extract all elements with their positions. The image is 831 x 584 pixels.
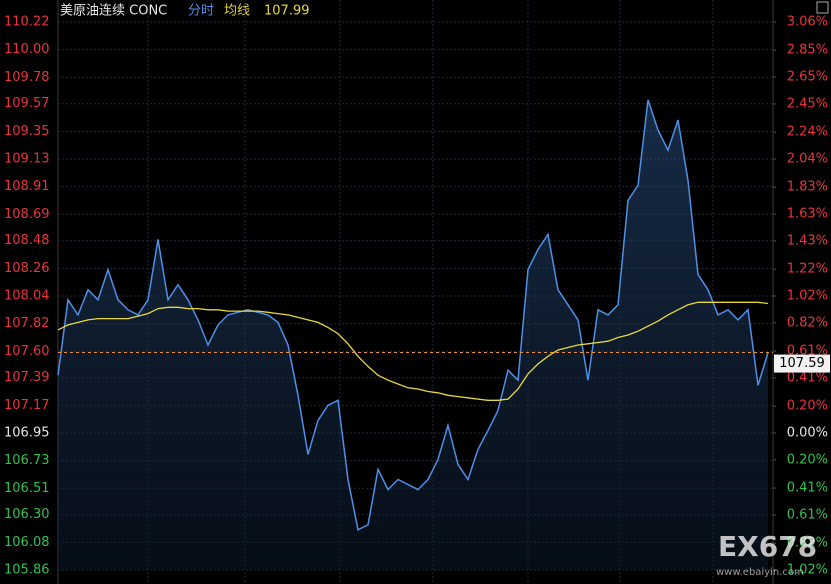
last-price-label: 107.59: [779, 356, 825, 371]
y2-tick-label: 0.61%: [787, 507, 828, 522]
y2-tick-label: 2.04%: [787, 152, 828, 167]
y2-tick-label: 1.02%: [787, 289, 828, 304]
y-tick-label: 107.39: [4, 370, 50, 385]
y-tick-label: 108.48: [4, 233, 50, 248]
y2-tick-label: 0.41%: [787, 370, 828, 385]
y-tick-label: 106.08: [4, 535, 50, 550]
price-line: [57, 99, 769, 531]
y2-tick-label: 0.20%: [787, 452, 828, 467]
y-tick-label: 109.35: [4, 124, 50, 139]
y-tick-label: 110.00: [4, 42, 50, 57]
y-tick-label: 106.51: [4, 481, 50, 496]
y2-tick-label: 0.41%: [787, 481, 828, 496]
y2-tick-label: 3.06%: [787, 15, 828, 30]
y2-tick-label: 2.85%: [787, 43, 828, 58]
y-tick-label: 108.69: [4, 207, 50, 222]
y2-tick-label: 2.24%: [787, 125, 828, 140]
y-tick-label: 108.91: [4, 179, 50, 194]
y-tick-label: 109.78: [4, 70, 50, 85]
chart-title: 美原油连续 CONC: [60, 3, 167, 19]
watermark: EX678: [718, 530, 817, 563]
legend-value: 107.99: [264, 4, 310, 19]
y2-tick-label: 1.02%: [787, 563, 828, 578]
y-tick-label: 108.04: [4, 289, 50, 304]
icon[interactable]: [816, 1, 829, 14]
y2-tick-label: 0.82%: [787, 536, 828, 551]
y-tick-label: 107.60: [4, 344, 50, 359]
y-tick-label: 109.13: [4, 152, 50, 167]
y2-tick-label: 0.20%: [787, 399, 828, 414]
y2-tick-label: 1.83%: [787, 180, 828, 195]
average-line: [57, 301, 769, 401]
y-tick-label: 105.86: [4, 563, 50, 578]
legend-entry: 均线: [224, 4, 250, 19]
y-tick-label: 106.73: [4, 453, 50, 468]
legend-entry: 分时: [188, 4, 214, 19]
price-area: [58, 99, 768, 571]
y-tick-label: 107.17: [4, 398, 50, 413]
y-tick-label: 108.26: [4, 261, 50, 276]
y-tick-label: 107.82: [4, 316, 50, 331]
y2-tick-label: 1.63%: [787, 207, 828, 222]
last-price-box: [774, 354, 830, 373]
y-tick-label: 106.30: [4, 507, 50, 522]
watermark-url: www.ebaiyin.com: [716, 567, 804, 578]
y-tick-label: 110.22: [4, 15, 50, 30]
y2-tick-label: 1.43%: [787, 233, 828, 248]
y2-tick-label: 2.65%: [787, 70, 828, 85]
y-tick-label: 109.57: [4, 96, 50, 111]
y2-tick-label: 0.00%: [787, 426, 828, 441]
y-tick-label: 106.95: [4, 426, 50, 441]
y2-tick-label: 0.82%: [787, 315, 828, 330]
y2-tick-label: 2.45%: [787, 96, 828, 111]
y2-tick-label: 1.22%: [787, 262, 828, 277]
